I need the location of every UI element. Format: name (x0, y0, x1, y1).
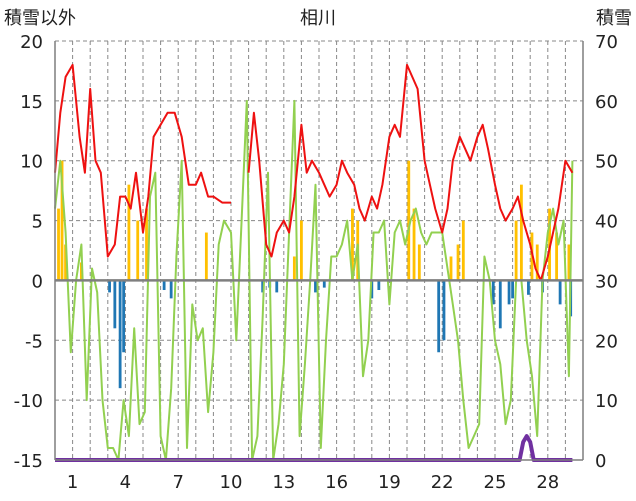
precip-bar-12 (407, 160, 411, 281)
xtick-label-0: 1 (67, 472, 78, 493)
series-line-temperature-1 (247, 63, 574, 282)
ytick-left-label-3: 5 (32, 212, 43, 233)
precip-bar-19 (519, 184, 523, 281)
ytick-left-label-1: 15 (20, 92, 43, 113)
ytick-left-label-7: -15 (14, 451, 43, 472)
ytick-right-label-3: 40 (595, 212, 618, 233)
precip-bar-31 (261, 280, 265, 293)
ytick-left-label-5: -5 (25, 331, 43, 352)
precip-bar-43 (511, 280, 515, 299)
precip-bar-44 (527, 280, 530, 295)
ytick-right-label-6: 10 (595, 391, 618, 412)
xtick-label-9: 28 (536, 472, 559, 493)
precip-bar-40 (491, 280, 495, 305)
ytick-left-label-6: -10 (14, 391, 43, 412)
precip-bar-42 (507, 280, 511, 305)
precip-bar-16 (456, 244, 460, 281)
ylabel-left: 積雪以外 (4, 8, 76, 29)
precip-bar-15 (449, 256, 453, 281)
precip-bar-46 (558, 280, 562, 305)
precip-bar-27 (118, 280, 122, 389)
ytick-right-label-5: 20 (595, 331, 618, 352)
precip-bar-1 (60, 160, 64, 281)
xtick-label-7: 22 (431, 472, 454, 493)
precip-bar-38 (437, 280, 441, 353)
precip-bar-14 (417, 244, 421, 281)
precip-bar-0 (57, 208, 60, 281)
xtick-label-2: 7 (172, 472, 183, 493)
precip-bar-29 (162, 280, 166, 291)
xtick-label-8: 25 (484, 472, 507, 493)
precip-bar-2 (64, 244, 67, 281)
series-line-temperature-0 (54, 63, 231, 258)
precip-bar-33 (275, 280, 279, 293)
chart-title: 相川 (300, 8, 336, 29)
precip-bar-10 (351, 208, 354, 281)
precip-bar-30 (169, 280, 173, 299)
precip-bar-5 (136, 220, 140, 281)
precip-bar-18 (514, 220, 518, 281)
precip-bar-26 (113, 280, 117, 329)
precip-bar-23 (555, 232, 559, 281)
axes (54, 41, 584, 461)
precip-bar-13 (412, 208, 416, 281)
ylabel-right: 積雪 (596, 8, 632, 29)
xtick-label-4: 13 (272, 472, 295, 493)
precip-bar-35 (322, 280, 326, 288)
ytick-left-label-2: 10 (20, 152, 43, 173)
precip-bar-21 (535, 244, 539, 281)
xtick-label-6: 19 (378, 472, 401, 493)
xtick-label-1: 4 (120, 472, 131, 493)
ytick-left-label-4: 0 (32, 271, 43, 292)
precip-bar-24 (567, 244, 571, 281)
ytick-right-label-7: 0 (595, 451, 606, 472)
precip-bar-25 (108, 280, 111, 293)
ytick-right-label-0: 70 (595, 32, 618, 53)
ytick-right-label-1: 60 (595, 92, 618, 113)
series-line-humidity-2 (54, 99, 574, 461)
precip-bar-34 (314, 280, 317, 293)
precip-bar-17 (461, 220, 465, 281)
precip-bar-4 (127, 184, 131, 281)
precip-bar-41 (498, 280, 502, 329)
xtick-label-3: 10 (220, 472, 243, 493)
precip-bar-6 (145, 208, 148, 281)
precip-bar-37 (377, 280, 381, 291)
precip-bar-39 (442, 280, 446, 341)
precip-bar-9 (299, 220, 303, 281)
precip-bar-7 (204, 232, 208, 281)
ytick-right-label-2: 50 (595, 152, 618, 173)
precip-bar-8 (292, 256, 296, 281)
ytick-right-label-4: 30 (595, 271, 618, 292)
xtick-label-5: 16 (325, 472, 348, 493)
precip-bar-28 (122, 280, 126, 353)
ytick-left-label-0: 20 (20, 32, 43, 53)
